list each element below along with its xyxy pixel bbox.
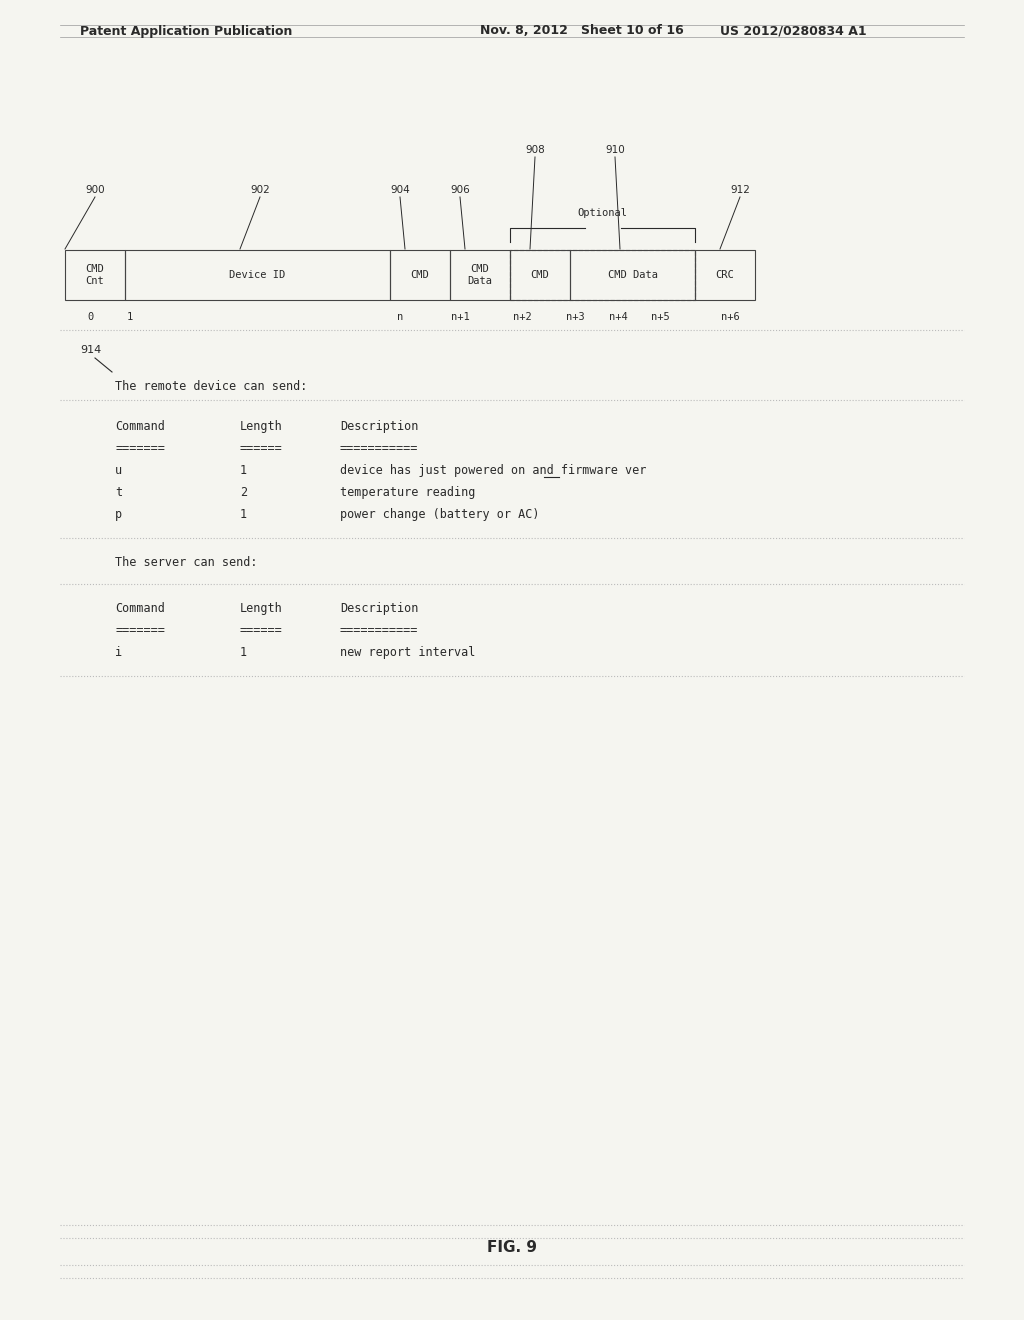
Bar — [390, 249, 450, 300]
Text: ======: ====== — [240, 442, 283, 455]
Text: 902: 902 — [250, 185, 270, 195]
Bar — [510, 249, 570, 300]
Text: n: n — [397, 312, 403, 322]
Text: The server can send:: The server can send: — [115, 556, 257, 569]
Text: device has just powered on and firmware ver: device has just powered on and firmware … — [340, 465, 646, 477]
Text: ===========: =========== — [340, 624, 419, 638]
Text: t: t — [115, 486, 122, 499]
Text: p: p — [115, 508, 122, 521]
Text: Length: Length — [240, 602, 283, 615]
Text: n+2: n+2 — [513, 312, 531, 322]
Text: 1: 1 — [127, 312, 133, 322]
Text: CMD: CMD — [411, 271, 429, 280]
Text: CMD
Cnt: CMD Cnt — [86, 264, 104, 286]
Text: ======: ====== — [240, 624, 283, 638]
Text: power change (battery or AC): power change (battery or AC) — [340, 508, 540, 521]
Bar — [450, 249, 510, 300]
Text: Patent Application Publication: Patent Application Publication — [80, 25, 293, 37]
Text: 900: 900 — [85, 185, 104, 195]
Text: 906: 906 — [451, 185, 470, 195]
Bar — [65, 249, 125, 300]
Text: 2: 2 — [240, 486, 247, 499]
Text: The remote device can send:: The remote device can send: — [115, 380, 307, 393]
Text: temperature reading: temperature reading — [340, 486, 475, 499]
Text: n+1: n+1 — [451, 312, 469, 322]
Text: Description: Description — [340, 420, 419, 433]
Text: 0: 0 — [87, 312, 93, 322]
Text: 1: 1 — [240, 465, 247, 477]
Text: 914: 914 — [80, 345, 101, 355]
Text: CMD: CMD — [530, 271, 549, 280]
Text: 908: 908 — [525, 145, 545, 154]
Text: Description: Description — [340, 602, 419, 615]
Text: =======: ======= — [115, 442, 165, 455]
Text: 1: 1 — [240, 508, 247, 521]
Text: Optional: Optional — [578, 209, 628, 218]
Text: 912: 912 — [730, 185, 750, 195]
Text: =======: ======= — [115, 624, 165, 638]
Text: Device ID: Device ID — [229, 271, 286, 280]
Text: n+5: n+5 — [650, 312, 670, 322]
Text: 904: 904 — [390, 185, 410, 195]
Text: ===========: =========== — [340, 442, 419, 455]
Text: FIG. 9: FIG. 9 — [487, 1241, 537, 1255]
Text: US 2012/0280834 A1: US 2012/0280834 A1 — [720, 25, 866, 37]
Bar — [570, 249, 695, 300]
Text: new report interval: new report interval — [340, 645, 475, 659]
Text: i: i — [115, 645, 122, 659]
Text: n+3: n+3 — [565, 312, 585, 322]
Text: CRC: CRC — [716, 271, 734, 280]
Text: n+6: n+6 — [721, 312, 739, 322]
Text: CMD
Data: CMD Data — [468, 264, 493, 286]
Text: CMD Data: CMD Data — [607, 271, 657, 280]
Bar — [695, 249, 755, 300]
Text: Nov. 8, 2012   Sheet 10 of 16: Nov. 8, 2012 Sheet 10 of 16 — [480, 25, 684, 37]
Text: Command: Command — [115, 420, 165, 433]
Text: 1: 1 — [240, 645, 247, 659]
Text: Length: Length — [240, 420, 283, 433]
Text: u: u — [115, 465, 122, 477]
Bar — [510, 249, 695, 300]
Text: n+4: n+4 — [608, 312, 628, 322]
Text: Command: Command — [115, 602, 165, 615]
Bar — [125, 249, 390, 300]
Text: 910: 910 — [605, 145, 625, 154]
